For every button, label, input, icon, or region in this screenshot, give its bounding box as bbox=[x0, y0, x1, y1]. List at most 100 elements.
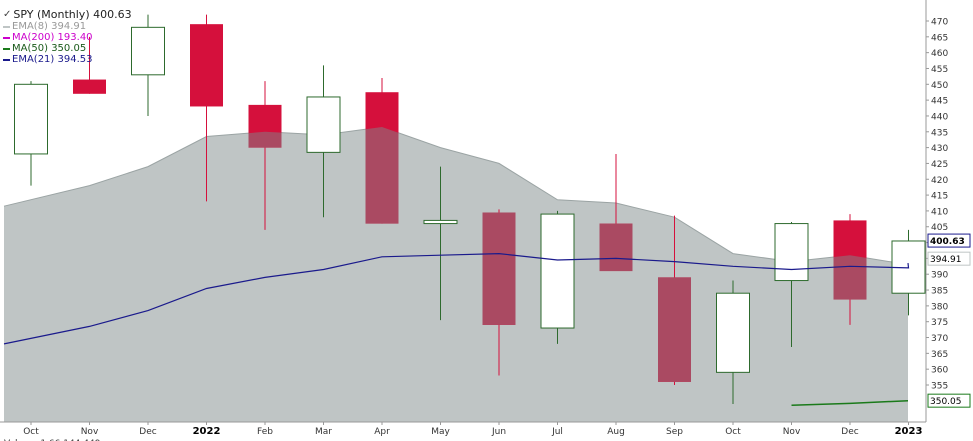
x-tick-label: Jun bbox=[491, 427, 506, 437]
y-tick-label: 355 bbox=[931, 382, 948, 392]
candle bbox=[540, 210, 575, 344]
candle-body-up bbox=[540, 213, 575, 329]
y-tick-label: 415 bbox=[931, 192, 948, 202]
candle-body-overlap bbox=[365, 127, 399, 224]
legend-item-ma50: MA(50) 350.05 bbox=[3, 43, 132, 54]
y-tick-label: 390 bbox=[931, 271, 948, 281]
y-tick-label: 460 bbox=[931, 49, 948, 59]
ma50-price-badge-box bbox=[927, 393, 971, 408]
ema8-price-badge: 394.91 bbox=[927, 251, 971, 266]
x-tick-label: Jul bbox=[551, 427, 563, 437]
x-tick-label: 2023 bbox=[895, 426, 923, 437]
ma-lines-layer bbox=[3, 252, 910, 407]
y-tick-label: 375 bbox=[931, 318, 948, 328]
legend-item-ema21: EMA(21) 394.53 bbox=[3, 54, 132, 65]
candle bbox=[774, 221, 809, 348]
candle bbox=[190, 14, 223, 202]
y-tick-label: 365 bbox=[931, 350, 948, 360]
x-tick-label: Oct bbox=[725, 427, 741, 437]
chart-title: SPY (Monthly) 400.63 bbox=[13, 8, 132, 21]
legend-swatch-ma50 bbox=[3, 47, 10, 50]
volume-label: Volume 1,66,144,449 bbox=[4, 439, 101, 441]
y-axis-bg bbox=[926, 0, 973, 441]
legend-title-row: ✓ SPY (Monthly) 400.63 bbox=[3, 8, 132, 21]
y-tick-label: 410 bbox=[931, 207, 948, 217]
candle bbox=[131, 14, 165, 116]
y-tick-label: 360 bbox=[931, 366, 948, 376]
candle-body-up bbox=[774, 223, 809, 282]
legend-label-ema8: EMA(8) 394.91 bbox=[12, 21, 87, 32]
ma50-line bbox=[791, 399, 909, 407]
x-tick-label: Nov bbox=[783, 427, 801, 437]
x-tick-label: Sep bbox=[666, 427, 683, 437]
price-badges: 394.91 400.63 350.05 bbox=[927, 233, 971, 408]
chart-legend: ✓ SPY (Monthly) 400.63 EMA(8) 394.91 MA(… bbox=[3, 8, 132, 65]
last-price-badge: 400.63 bbox=[927, 233, 971, 248]
ema8-price-badge-text: 394.91 bbox=[930, 255, 962, 265]
candle-body-down bbox=[190, 24, 223, 107]
x-tick-label: Oct bbox=[23, 427, 39, 437]
y-tick-label: 435 bbox=[931, 128, 948, 138]
candles-layer bbox=[14, 14, 926, 404]
x-tick-label: Mar bbox=[315, 427, 332, 437]
y-tick-label: 455 bbox=[931, 65, 948, 75]
candle-body-up bbox=[306, 96, 341, 153]
legend-swatch-ma200 bbox=[3, 36, 10, 39]
y-tick-label: 385 bbox=[931, 287, 948, 297]
ma50-price-badge: 350.05 bbox=[927, 393, 971, 408]
y-tick-label: 430 bbox=[931, 144, 948, 154]
ema8-line bbox=[3, 126, 910, 266]
x-tick-label: 2022 bbox=[193, 426, 221, 437]
y-tick-label: 440 bbox=[931, 112, 948, 122]
x-axis: Oct Nov Dec 2022 Feb Mar Apr May Jun Jul Aug Sep Oct… bbox=[0, 421, 926, 437]
candle bbox=[716, 280, 750, 404]
x-tick-label: Nov bbox=[81, 427, 99, 437]
ma50-price-badge-text: 350.05 bbox=[930, 397, 962, 407]
candle-body-overlap bbox=[658, 277, 691, 382]
legend-label-ema21: EMA(21) 394.53 bbox=[12, 54, 93, 65]
footer-layer: Volume 1,66,144,449 bbox=[4, 439, 101, 441]
candle bbox=[14, 81, 48, 186]
legend-item-ma200: MA(200) 193.40 bbox=[3, 32, 132, 43]
candle-body-down bbox=[73, 79, 106, 94]
y-axis: 3553603653703753803853903954004054104154… bbox=[925, 0, 973, 441]
last-price-badge-text: 400.63 bbox=[930, 237, 965, 247]
legend-swatch-ema8 bbox=[3, 25, 10, 28]
candle-body-overlap bbox=[482, 212, 516, 325]
y-tick-label: 450 bbox=[931, 81, 948, 91]
legend-swatch-ema21 bbox=[3, 58, 10, 61]
chart-checkmark-icon: ✓ bbox=[3, 9, 12, 20]
legend-label-ma200: MA(200) 193.40 bbox=[12, 32, 93, 43]
candle bbox=[423, 166, 458, 321]
x-tick-label: May bbox=[431, 427, 450, 437]
candle-body-overlap bbox=[599, 223, 633, 272]
ema8-area bbox=[4, 127, 909, 422]
legend-label-ma50: MA(50) 350.05 bbox=[12, 43, 87, 54]
y-tick-label: 465 bbox=[931, 33, 948, 43]
candle bbox=[73, 36, 106, 94]
x-tick-label: Feb bbox=[257, 427, 273, 437]
last-price-badge-box bbox=[927, 233, 971, 248]
x-tick-label: Dec bbox=[841, 427, 858, 437]
y-tick-label: 470 bbox=[931, 18, 948, 28]
x-tick-label: Aug bbox=[607, 427, 625, 437]
ema21-line bbox=[3, 252, 910, 345]
x-tick-label: Dec bbox=[139, 427, 156, 437]
candle-body-up bbox=[131, 26, 165, 76]
ema8-price-badge-box bbox=[927, 251, 971, 266]
ema8-area-layer bbox=[3, 126, 910, 422]
candle-body-up bbox=[716, 292, 750, 373]
candle bbox=[306, 65, 341, 218]
y-tick-label: 370 bbox=[931, 334, 948, 344]
candle-body-up bbox=[423, 219, 458, 225]
y-tick-label: 425 bbox=[931, 160, 948, 170]
legend-item-ema8: EMA(8) 394.91 bbox=[3, 21, 132, 32]
y-tick-label: 420 bbox=[931, 176, 948, 186]
candle-body-up bbox=[14, 83, 48, 155]
y-tick-label: 380 bbox=[931, 302, 948, 312]
y-tick-label: 445 bbox=[931, 97, 948, 107]
y-tick-label: 405 bbox=[931, 223, 948, 233]
x-tick-label: Apr bbox=[374, 427, 390, 437]
